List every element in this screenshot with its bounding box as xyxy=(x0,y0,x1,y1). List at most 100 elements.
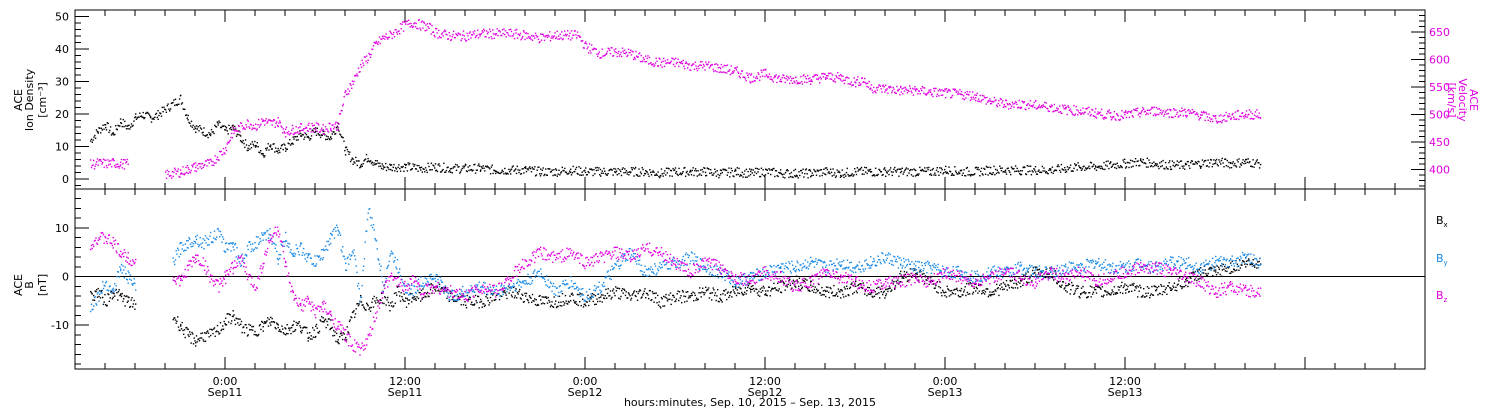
density-series-point xyxy=(891,174,893,177)
velocity-series-point xyxy=(96,158,99,160)
density-series-point xyxy=(713,172,715,175)
density-series-point xyxy=(1174,164,1177,166)
bx-series-point xyxy=(823,294,825,296)
density-series-point xyxy=(169,110,171,112)
velocity-series-point xyxy=(951,94,954,97)
density-series-point xyxy=(1114,166,1116,169)
bx-series-point xyxy=(601,301,603,303)
density-series-point xyxy=(785,169,788,172)
velocity-series-point xyxy=(1047,108,1049,110)
density-series-point xyxy=(205,135,207,137)
bx-series-point xyxy=(726,292,729,294)
bx-series-point xyxy=(933,283,935,285)
bx-series-point xyxy=(938,285,940,288)
velocity-series-point xyxy=(279,121,282,124)
bx-series-point xyxy=(101,289,103,292)
velocity-series-point xyxy=(996,104,998,106)
velocity-series-point xyxy=(788,77,790,80)
bx-series-point xyxy=(279,329,281,331)
density-series-point xyxy=(904,169,906,172)
velocity-series-point xyxy=(187,167,189,169)
density-series-point xyxy=(238,130,240,132)
density-series-point xyxy=(465,164,467,166)
bx-series-point xyxy=(792,279,795,281)
velocity-series-point xyxy=(884,91,886,93)
density-series-point xyxy=(1205,159,1207,162)
density-series-point xyxy=(149,116,152,118)
density-series-point xyxy=(529,168,532,170)
density-series-point xyxy=(151,118,153,120)
bx-series-point xyxy=(756,288,758,291)
velocity-series-point xyxy=(681,61,683,63)
velocity-series-point xyxy=(980,101,982,103)
bx-series-point xyxy=(680,295,682,297)
bx-series-point xyxy=(95,291,97,293)
bx-series-point xyxy=(644,288,646,290)
density-series-point xyxy=(944,168,946,171)
density-series-point xyxy=(195,125,198,127)
bx-series-point xyxy=(855,280,857,283)
velocity-series-point xyxy=(942,90,945,92)
bx-series-point xyxy=(1218,268,1221,270)
velocity-series-point xyxy=(385,33,387,35)
density-series-point xyxy=(860,166,863,169)
bx-series-point xyxy=(111,298,114,300)
density-series-point xyxy=(887,170,889,172)
velocity-series-point xyxy=(686,62,688,65)
bx-series-point xyxy=(255,334,258,336)
bx-series-point xyxy=(391,301,393,303)
velocity-series-point xyxy=(411,26,414,29)
bx-series-point xyxy=(247,334,249,336)
density-series-point xyxy=(743,173,745,175)
velocity-series-point xyxy=(990,102,993,105)
density-series-point xyxy=(964,175,967,177)
velocity-series-point xyxy=(883,86,885,88)
bx-series-point xyxy=(285,334,287,336)
velocity-series-point xyxy=(1211,118,1213,120)
density-series-point xyxy=(119,118,122,120)
density-series-point xyxy=(884,169,887,171)
density-series-point xyxy=(630,167,633,169)
velocity-series-point xyxy=(969,91,971,93)
velocity-series-point xyxy=(1131,115,1134,117)
velocity-series-point xyxy=(346,93,348,95)
density-series-point xyxy=(205,134,208,137)
velocity-series-point xyxy=(879,84,881,86)
velocity-series-point xyxy=(1146,109,1149,111)
density-series-point xyxy=(108,131,110,134)
density-series-point xyxy=(110,134,113,136)
density-series-point xyxy=(555,168,557,170)
density-series-point xyxy=(479,170,482,172)
density-series-point xyxy=(570,168,572,170)
density-series-point xyxy=(562,169,564,172)
density-series-point xyxy=(1000,169,1003,172)
bx-series-point xyxy=(1002,288,1004,291)
bx-series-point xyxy=(856,292,858,294)
density-series-point xyxy=(702,171,704,173)
velocity-series-point xyxy=(379,42,381,45)
bx-series-point xyxy=(513,297,516,299)
bx-series-point xyxy=(1016,283,1018,286)
velocity-series-point xyxy=(1146,112,1148,114)
velocity-series-point xyxy=(731,72,733,74)
velocity-series-point xyxy=(357,67,360,69)
velocity-series-point xyxy=(427,26,429,28)
bx-series-point xyxy=(1064,287,1066,289)
bx-series-point xyxy=(1164,288,1167,291)
density-series-point xyxy=(1066,166,1069,168)
density-series-point xyxy=(112,132,114,134)
velocity-series-point xyxy=(1258,112,1260,114)
density-series-point xyxy=(1242,159,1244,161)
density-series-point xyxy=(176,104,178,106)
bx-series-point xyxy=(720,299,723,302)
density-series-point xyxy=(813,168,815,171)
velocity-series-point xyxy=(891,90,894,92)
bx-series-point xyxy=(102,296,104,299)
velocity-series-point xyxy=(1113,111,1116,113)
velocity-series-point xyxy=(759,79,761,81)
velocity-series-point xyxy=(825,77,827,79)
velocity-series-point xyxy=(468,32,471,34)
velocity-series-point xyxy=(117,165,120,168)
density-series-point xyxy=(677,174,679,177)
